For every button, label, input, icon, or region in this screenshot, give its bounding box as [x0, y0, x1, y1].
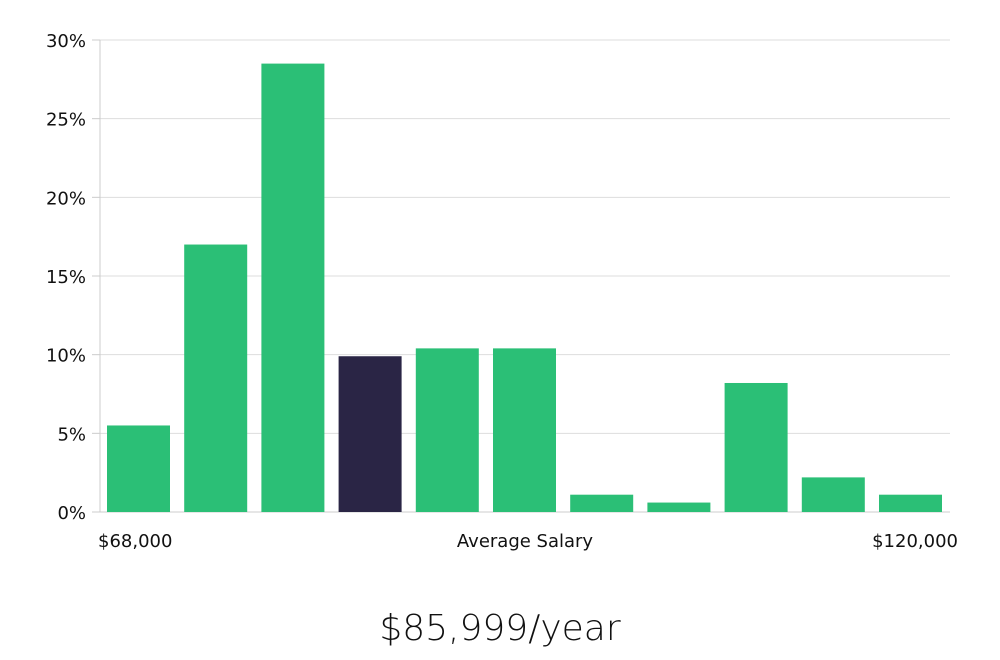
- bar-10: [879, 494, 942, 512]
- y-tick-label-0: 0%: [57, 503, 86, 524]
- bar-0: [107, 425, 170, 512]
- bar-5: [493, 348, 556, 512]
- bar-9: [801, 477, 865, 512]
- y-tick-label-1: 5%: [57, 424, 86, 445]
- y-tick-label-4: 20%: [46, 188, 86, 209]
- x-max-label: $120,000: [872, 531, 958, 552]
- bar-layer: [107, 63, 942, 513]
- bar-6: [570, 494, 634, 512]
- bar-7: [647, 502, 711, 512]
- x-min-label: $68,000: [98, 531, 172, 552]
- bar-1: [184, 244, 248, 513]
- salary-chart: 0% 5% 10% 15% 20% 25% 30% $68,000 Average Sala…: [46, 31, 958, 552]
- y-tick-label-2: 10%: [46, 346, 86, 367]
- y-tick-label-3: 15%: [46, 267, 86, 288]
- bar-2: [261, 63, 325, 512]
- y-tick-label-5: 25%: [46, 110, 86, 131]
- average-salary-headline: $85,999/year: [379, 608, 621, 649]
- bar-highlight-3: [338, 356, 402, 512]
- bar-8: [724, 382, 788, 512]
- y-tick-label-6: 30%: [46, 31, 86, 52]
- label-layer: $68,000 Average Salary $120,000: [98, 531, 958, 552]
- bar-4: [415, 348, 479, 512]
- x-axis-title: Average Salary: [457, 531, 594, 552]
